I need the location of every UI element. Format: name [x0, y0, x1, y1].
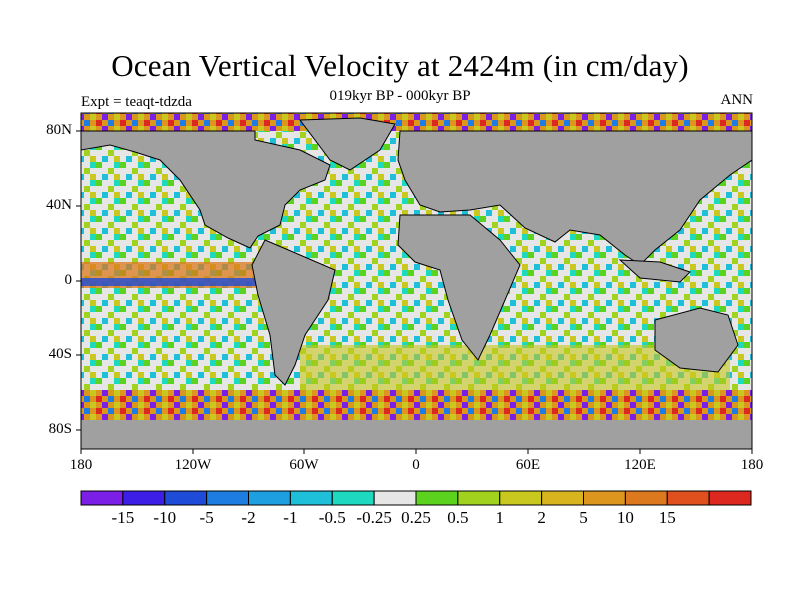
lat-label: 80N: [46, 122, 72, 138]
colorbar-box: [206, 490, 249, 506]
equatorial-pacific-upwelling: [81, 278, 261, 286]
colorbar-label: -5: [199, 508, 214, 527]
axis-ticks: [76, 130, 753, 454]
lon-label: 120W: [174, 457, 212, 473]
africa: [397, 214, 521, 361]
colorbar-label: 2: [537, 508, 546, 527]
colorbar-box: [248, 490, 291, 506]
colorbar-label: 0.5: [447, 508, 469, 527]
lat-label: 40S: [48, 346, 72, 362]
colorbar-label: 10: [616, 508, 634, 527]
lon-label: 120E: [624, 457, 656, 473]
continents: [81, 117, 752, 386]
south-america: [251, 239, 336, 386]
colorbar: [80, 490, 752, 506]
north-america: [81, 130, 331, 249]
colorbar-label: -10: [153, 508, 177, 527]
colorbar-box: [164, 490, 208, 506]
map-subtitle: 019kyr BP - 000kyr BP: [329, 88, 471, 104]
lat-label: 0: [64, 272, 73, 288]
colorbar-box: [331, 490, 375, 506]
antarctica: [81, 420, 752, 449]
season-label: ANN: [720, 92, 754, 108]
experiment-label: Expt = teaqt-tdzda: [81, 94, 192, 110]
southern-ocean-band: [81, 390, 752, 420]
colorbar-box: [122, 490, 166, 506]
colorbar-label: 15: [658, 508, 676, 527]
colorbar-box: [457, 490, 501, 506]
lon-label: 180: [740, 457, 764, 473]
lon-label: 180: [69, 457, 93, 473]
colorbar-box: [583, 490, 626, 506]
lon-label: 0: [412, 457, 420, 473]
colorbar-label: -0.5: [318, 508, 346, 527]
colorbar-label: -15: [111, 508, 135, 527]
colorbar-box: [666, 490, 710, 506]
colorbar-box: [415, 490, 459, 506]
lat-label: 40N: [46, 197, 72, 213]
colorbar-label: -1: [283, 508, 298, 527]
colorbar-label: 1: [495, 508, 505, 527]
arctic-band: [81, 113, 752, 131]
australia: [654, 307, 739, 373]
lat-label: 80S: [48, 421, 72, 437]
colorbar-label: -2: [241, 508, 256, 527]
lon-label: 60E: [515, 457, 541, 473]
colorbar-box: [624, 490, 668, 506]
colorbar-label: 0.25: [401, 508, 431, 527]
indonesia: [618, 259, 691, 283]
colorbar-box: [499, 490, 543, 506]
greenland: [299, 117, 396, 171]
colorbar-label: -0.25: [356, 508, 392, 527]
colorbar-box: [373, 490, 417, 506]
map-title: Ocean Vertical Velocity at 2424m (in cm/…: [111, 48, 689, 83]
colorbar-box: [289, 490, 333, 506]
colorbar-box: [708, 490, 752, 506]
colorbar-box: [541, 490, 584, 506]
colorbar-label: 5: [579, 508, 588, 527]
lon-label: 60W: [289, 457, 319, 473]
eurasia: [397, 130, 752, 266]
colorbar-box: [80, 490, 124, 506]
